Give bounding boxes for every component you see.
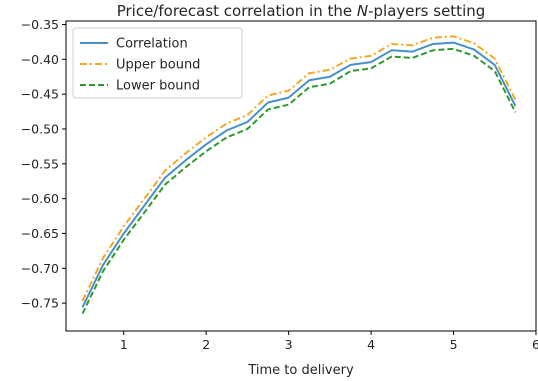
legend-box — [72, 27, 243, 99]
plot-lines — [81, 35, 517, 315]
legend-entry-2: Lower bound — [116, 79, 200, 94]
x-tick-label: 5 — [450, 337, 458, 352]
legend-entry-1: Upper bound — [116, 58, 200, 73]
series-line-1 — [81, 35, 517, 302]
y-tick-label: −0.55 — [21, 156, 59, 171]
x-tick-label: 2 — [202, 337, 210, 352]
legend-entry-0: Correlation — [116, 37, 188, 52]
y-tick-label: −0.70 — [21, 261, 59, 276]
y-axis: −0.75 −0.70 −0.65 −0.60 −0.55 −0.50 −0.45 −0.40… — [21, 17, 66, 311]
y-tick-label: −0.60 — [21, 191, 59, 206]
x-tick-label: 1 — [120, 337, 128, 352]
chart-title-prefix: Price/forecast correlation in the — [117, 2, 357, 20]
plot-frame — [65, 20, 537, 332]
series-line-2 — [81, 47, 517, 315]
legend: Correlation Upper bound Lower bound — [72, 27, 243, 99]
chart-title: Price/forecast correlation in the N-play… — [117, 2, 486, 20]
x-axis-label: Time to delivery — [247, 363, 354, 378]
y-tick-label: −0.45 — [21, 87, 59, 102]
y-tick-label: −0.65 — [21, 226, 59, 241]
series-line-0 — [81, 41, 517, 308]
x-tick-label: 6 — [532, 337, 538, 352]
y-tick-label: −0.35 — [21, 17, 59, 32]
chart-title-suffix: -players setting — [368, 2, 485, 20]
chart-title-italic: N — [357, 2, 368, 20]
y-tick-label: −0.40 — [21, 52, 59, 67]
y-tick-label: −0.75 — [21, 296, 59, 311]
y-tick-label: −0.50 — [21, 121, 59, 136]
x-tick-label: 4 — [367, 337, 375, 352]
x-tick-label: 3 — [285, 337, 293, 352]
x-axis: 1 2 3 4 5 6 — [120, 331, 538, 352]
